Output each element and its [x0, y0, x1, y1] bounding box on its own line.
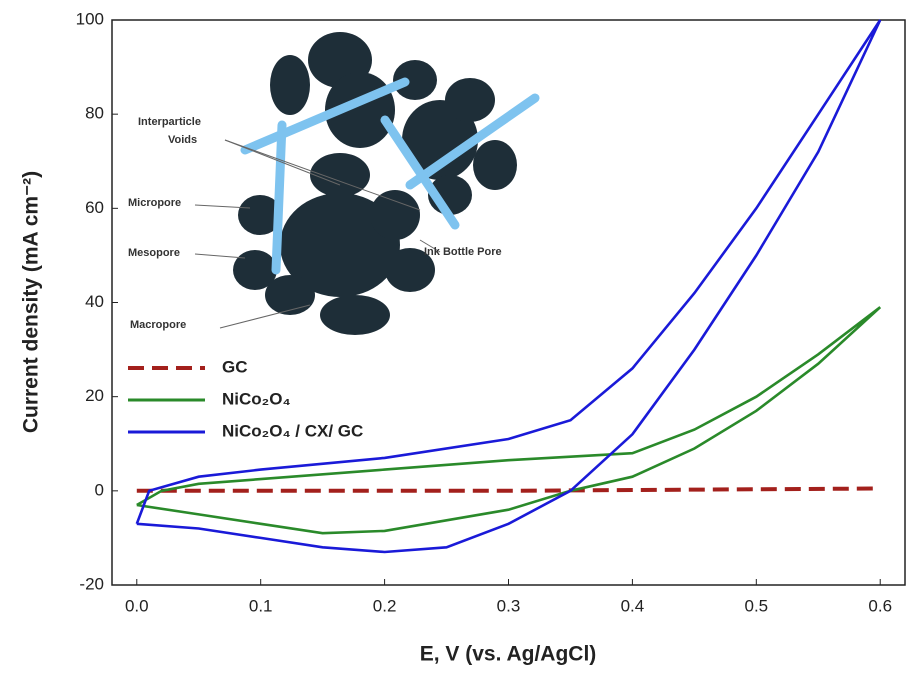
- annotation: Ink Bottle Pore: [424, 246, 502, 258]
- y-axis-title: Current density (mA cm⁻²): [20, 171, 43, 433]
- annotation: Interparticle: [138, 116, 201, 128]
- annotation: Micropore: [128, 197, 181, 209]
- x-tick-label: 0.4: [621, 596, 645, 615]
- annotation: Macropore: [130, 319, 186, 331]
- y-tick-label: 100: [76, 9, 104, 28]
- legend-label: NiCo₂O₄ / CX/ GC: [222, 421, 363, 440]
- series-line: [135, 19, 882, 554]
- x-tick-label: 0.1: [249, 596, 273, 615]
- y-tick-label: 20: [85, 386, 104, 405]
- x-axis-title: E, V (vs. Ag/AgCl): [420, 643, 597, 666]
- y-tick-label: 40: [85, 292, 104, 311]
- x-tick-label: 0.3: [497, 596, 521, 615]
- y-tick-label: 0: [95, 480, 104, 499]
- legend-label: NiCo₂O₄: [222, 389, 291, 408]
- y-tick-label: 80: [85, 104, 104, 123]
- y-tick-label: 60: [85, 198, 104, 217]
- series-line: [136, 306, 882, 535]
- plot-frame: [111, 19, 906, 586]
- annotation: Mesopore: [128, 247, 180, 259]
- y-tick-label: -20: [79, 574, 104, 593]
- x-tick-label: 0.5: [744, 596, 768, 615]
- x-tick-label: 0.6: [868, 596, 892, 615]
- inset-illustration: [194, 32, 540, 335]
- annotation: Voids: [168, 134, 197, 146]
- series-line: [136, 486, 881, 493]
- x-tick-label: 0.2: [373, 596, 397, 615]
- x-tick-label: 0.0: [125, 596, 149, 615]
- legend-label: GC: [222, 357, 248, 376]
